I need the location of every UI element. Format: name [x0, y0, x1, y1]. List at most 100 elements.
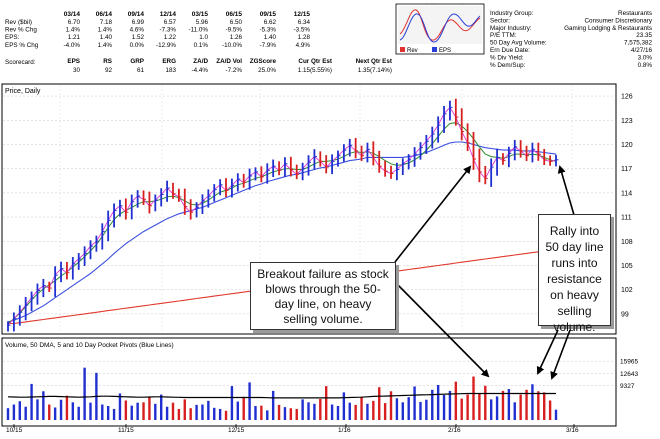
price-bar — [107, 210, 111, 242]
fundamentals-header: McDonald's Corp (MCD) 03/1406/1409/1412/… — [5, 2, 483, 74]
price-bar — [301, 162, 306, 181]
price-bar — [543, 148, 547, 165]
scorecard-header: GRP — [130, 58, 144, 65]
volume-tick-label: 12643 — [620, 371, 638, 378]
scorecard-value: -4.4% — [192, 67, 209, 74]
table-cell: -10.0% — [222, 42, 242, 49]
scorecard-header: Next Qtr Est — [356, 58, 393, 65]
price-bar — [490, 158, 494, 187]
price-bar — [537, 142, 541, 161]
price-bar — [555, 154, 559, 167]
table-cell: 6.62 — [264, 19, 277, 26]
price-tick-label: 111 — [621, 215, 632, 222]
scorecard-table: Scorecard: EPS RS GRP ERG ZA/D ZA/D Vol ZGScore… — [5, 58, 393, 74]
info-value: 4/27/16 — [631, 47, 653, 54]
price-bar — [77, 253, 82, 270]
info-label: % Div Yield: — [490, 54, 524, 61]
mini-rev-line — [399, 9, 481, 41]
rev-legend-swatch — [400, 47, 405, 52]
quarter-header: 06/14 — [96, 11, 113, 18]
table-cell: 1.40 — [264, 34, 277, 41]
info-label: Ern Due Date: — [490, 47, 530, 54]
scorecard-value: 183 — [165, 67, 176, 74]
ma-50-line — [7, 141, 557, 323]
price-bar — [407, 154, 412, 170]
price-bar — [437, 116, 441, 143]
price-bar — [101, 223, 105, 250]
table-cell: 1.4% — [66, 27, 81, 34]
price-bar — [284, 157, 288, 177]
price-bar — [95, 235, 99, 252]
scorecard-header: Cur Qtr Est — [298, 58, 332, 65]
price-bar — [260, 166, 264, 183]
price-bar — [219, 179, 223, 196]
mini-eps-line — [399, 13, 481, 43]
price-bar — [119, 199, 123, 217]
price-bar — [289, 156, 294, 177]
price-bar — [401, 158, 406, 176]
price-bar — [48, 281, 52, 292]
price-bar — [272, 159, 276, 177]
price-bar — [236, 173, 241, 192]
table-cell: 1.26 — [230, 34, 243, 41]
price-bar — [130, 194, 135, 220]
price-bar — [342, 144, 347, 162]
price-bar — [177, 188, 182, 202]
price-bar — [12, 312, 17, 332]
info-value: Restaurants — [618, 10, 652, 17]
price-tick-label: 102 — [621, 287, 633, 294]
scorecard-header: EPS — [67, 58, 80, 65]
info-value: 7,575,382 — [624, 40, 653, 47]
table-cell: 0.1% — [194, 42, 209, 49]
price-bar — [378, 150, 382, 173]
price-panel-label: Price, Daily — [5, 88, 41, 95]
scorecard-label: Scorecard: — [5, 59, 36, 66]
price-bar — [213, 184, 217, 202]
date-tick-label: 10/15 — [6, 427, 23, 434]
arrow-to-selling-volume-1 — [536, 329, 559, 375]
price-bar — [484, 166, 488, 185]
price-bar — [425, 134, 429, 154]
price-bar — [266, 163, 270, 184]
info-value: Gaming Lodging & Restaurants — [564, 25, 652, 32]
table-cell: -9.5% — [226, 27, 243, 34]
info-label: Major Industry: — [490, 25, 532, 32]
scorecard-value: 61 — [137, 67, 145, 74]
price-bar — [496, 148, 500, 176]
table-cell: 6.50 — [230, 19, 243, 26]
price-bar — [449, 100, 453, 121]
rev-eps-mini-chart: Rev EPS — [395, 3, 485, 55]
row-label: Rev % Chg — [5, 27, 37, 34]
row-label: Rev ($bil) — [5, 19, 32, 26]
price-bar — [66, 261, 70, 280]
volume-y-axis: 9327 12643 15965 — [615, 338, 638, 426]
table-cell: -4.0% — [64, 42, 81, 49]
info-value: 0.8% — [638, 62, 653, 69]
price-bar — [525, 145, 530, 161]
price-bar — [337, 150, 341, 167]
scorecard-header: ZGScore — [250, 58, 277, 65]
price-bar — [466, 123, 471, 152]
arrow-to-heavy-volume — [394, 281, 490, 378]
price-bar — [225, 178, 229, 198]
price-bar — [201, 194, 205, 214]
price-bar — [148, 191, 152, 214]
price-bar — [30, 291, 35, 312]
price-bar — [360, 145, 365, 161]
price-bar — [443, 105, 447, 133]
info-label: Sector: — [490, 17, 510, 24]
price-bar — [502, 153, 506, 165]
table-cell: -11.0% — [189, 27, 209, 34]
scorecard-value: 25.0% — [258, 67, 276, 74]
date-tick-label: 12/15 — [228, 427, 245, 434]
table-cell: 6.57 — [164, 19, 177, 26]
volume-gridlines — [3, 360, 615, 386]
price-bar — [384, 160, 388, 177]
price-bar — [231, 178, 235, 198]
eps-legend-swatch — [432, 47, 437, 52]
quarter-header: 12/15 — [294, 11, 311, 18]
scorecard-value: 92 — [105, 67, 113, 74]
price-bar — [519, 140, 524, 158]
volume-bars — [6, 367, 558, 420]
date-tick-label: 3/16 — [566, 427, 579, 434]
